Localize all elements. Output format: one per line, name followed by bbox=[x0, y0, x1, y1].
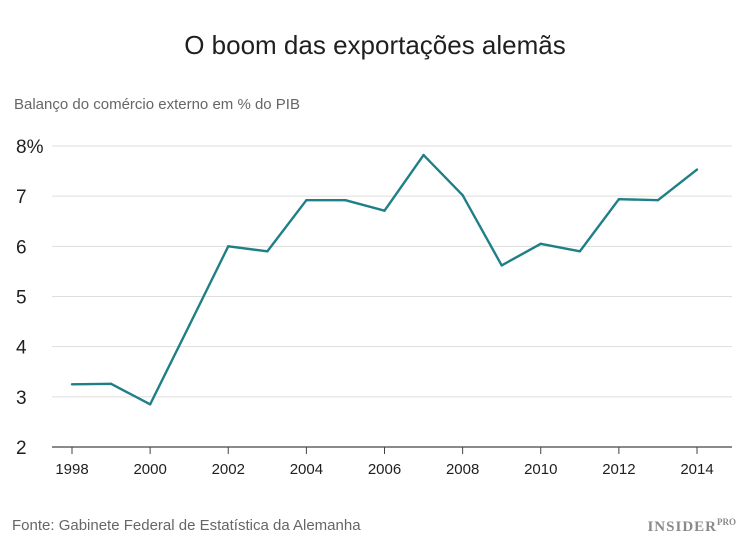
y-tick-label: 8% bbox=[16, 137, 44, 158]
x-tick-label: 2006 bbox=[368, 461, 401, 478]
x-tick-label: 2000 bbox=[133, 461, 166, 478]
data-point bbox=[266, 250, 269, 253]
y-tick-label: 6 bbox=[16, 237, 27, 258]
y-tick-label: 2 bbox=[16, 438, 27, 459]
y-tick-label: 7 bbox=[16, 187, 27, 208]
x-tick-label: 1998 bbox=[55, 461, 88, 478]
data-point bbox=[695, 168, 699, 171]
data-point bbox=[461, 193, 464, 197]
data-point bbox=[500, 264, 503, 267]
data-point bbox=[305, 198, 308, 202]
chart-title: O boom das exportações alemãs bbox=[184, 30, 566, 60]
brand-suffix: PRO bbox=[717, 517, 736, 527]
x-tick-labels: 1998 2000 2002 2004 2006 2008 2010 2012 2014 bbox=[55, 461, 713, 478]
x-tick-label: 2014 bbox=[680, 461, 713, 478]
data-point bbox=[70, 383, 74, 386]
x-tick-label: 2002 bbox=[212, 461, 245, 478]
y-axis-label: Balanço do comércio externo em % do PIB bbox=[14, 96, 300, 113]
data-point bbox=[422, 153, 425, 157]
data-point bbox=[187, 324, 191, 327]
data-point bbox=[148, 403, 152, 406]
data-point bbox=[227, 245, 230, 248]
brand-logo: INSIDERPRO bbox=[647, 517, 736, 536]
gridlines bbox=[52, 145, 732, 398]
x-tick-label: 2012 bbox=[602, 461, 635, 478]
series-group bbox=[70, 153, 699, 406]
y-tick-label: 5 bbox=[16, 288, 27, 309]
data-point bbox=[344, 198, 347, 202]
x-axis bbox=[52, 446, 732, 454]
y-tick-label: 3 bbox=[16, 388, 27, 409]
data-point bbox=[617, 197, 621, 201]
source-note: Fonte: Gabinete Federal de Estatística d… bbox=[12, 517, 361, 534]
y-tick-labels: 2 3 4 5 6 7 8% bbox=[16, 137, 44, 459]
data-point bbox=[656, 198, 660, 202]
data-point bbox=[578, 250, 582, 253]
y-tick-label: 4 bbox=[16, 338, 27, 359]
data-point bbox=[109, 382, 113, 385]
x-tick-label: 2004 bbox=[290, 461, 323, 478]
brand-name: INSIDER bbox=[647, 519, 717, 535]
x-tick-label: 2008 bbox=[446, 461, 479, 478]
data-point bbox=[539, 242, 542, 246]
series-line bbox=[71, 153, 698, 406]
x-tick-label: 2010 bbox=[524, 461, 557, 478]
data-point bbox=[383, 209, 386, 212]
